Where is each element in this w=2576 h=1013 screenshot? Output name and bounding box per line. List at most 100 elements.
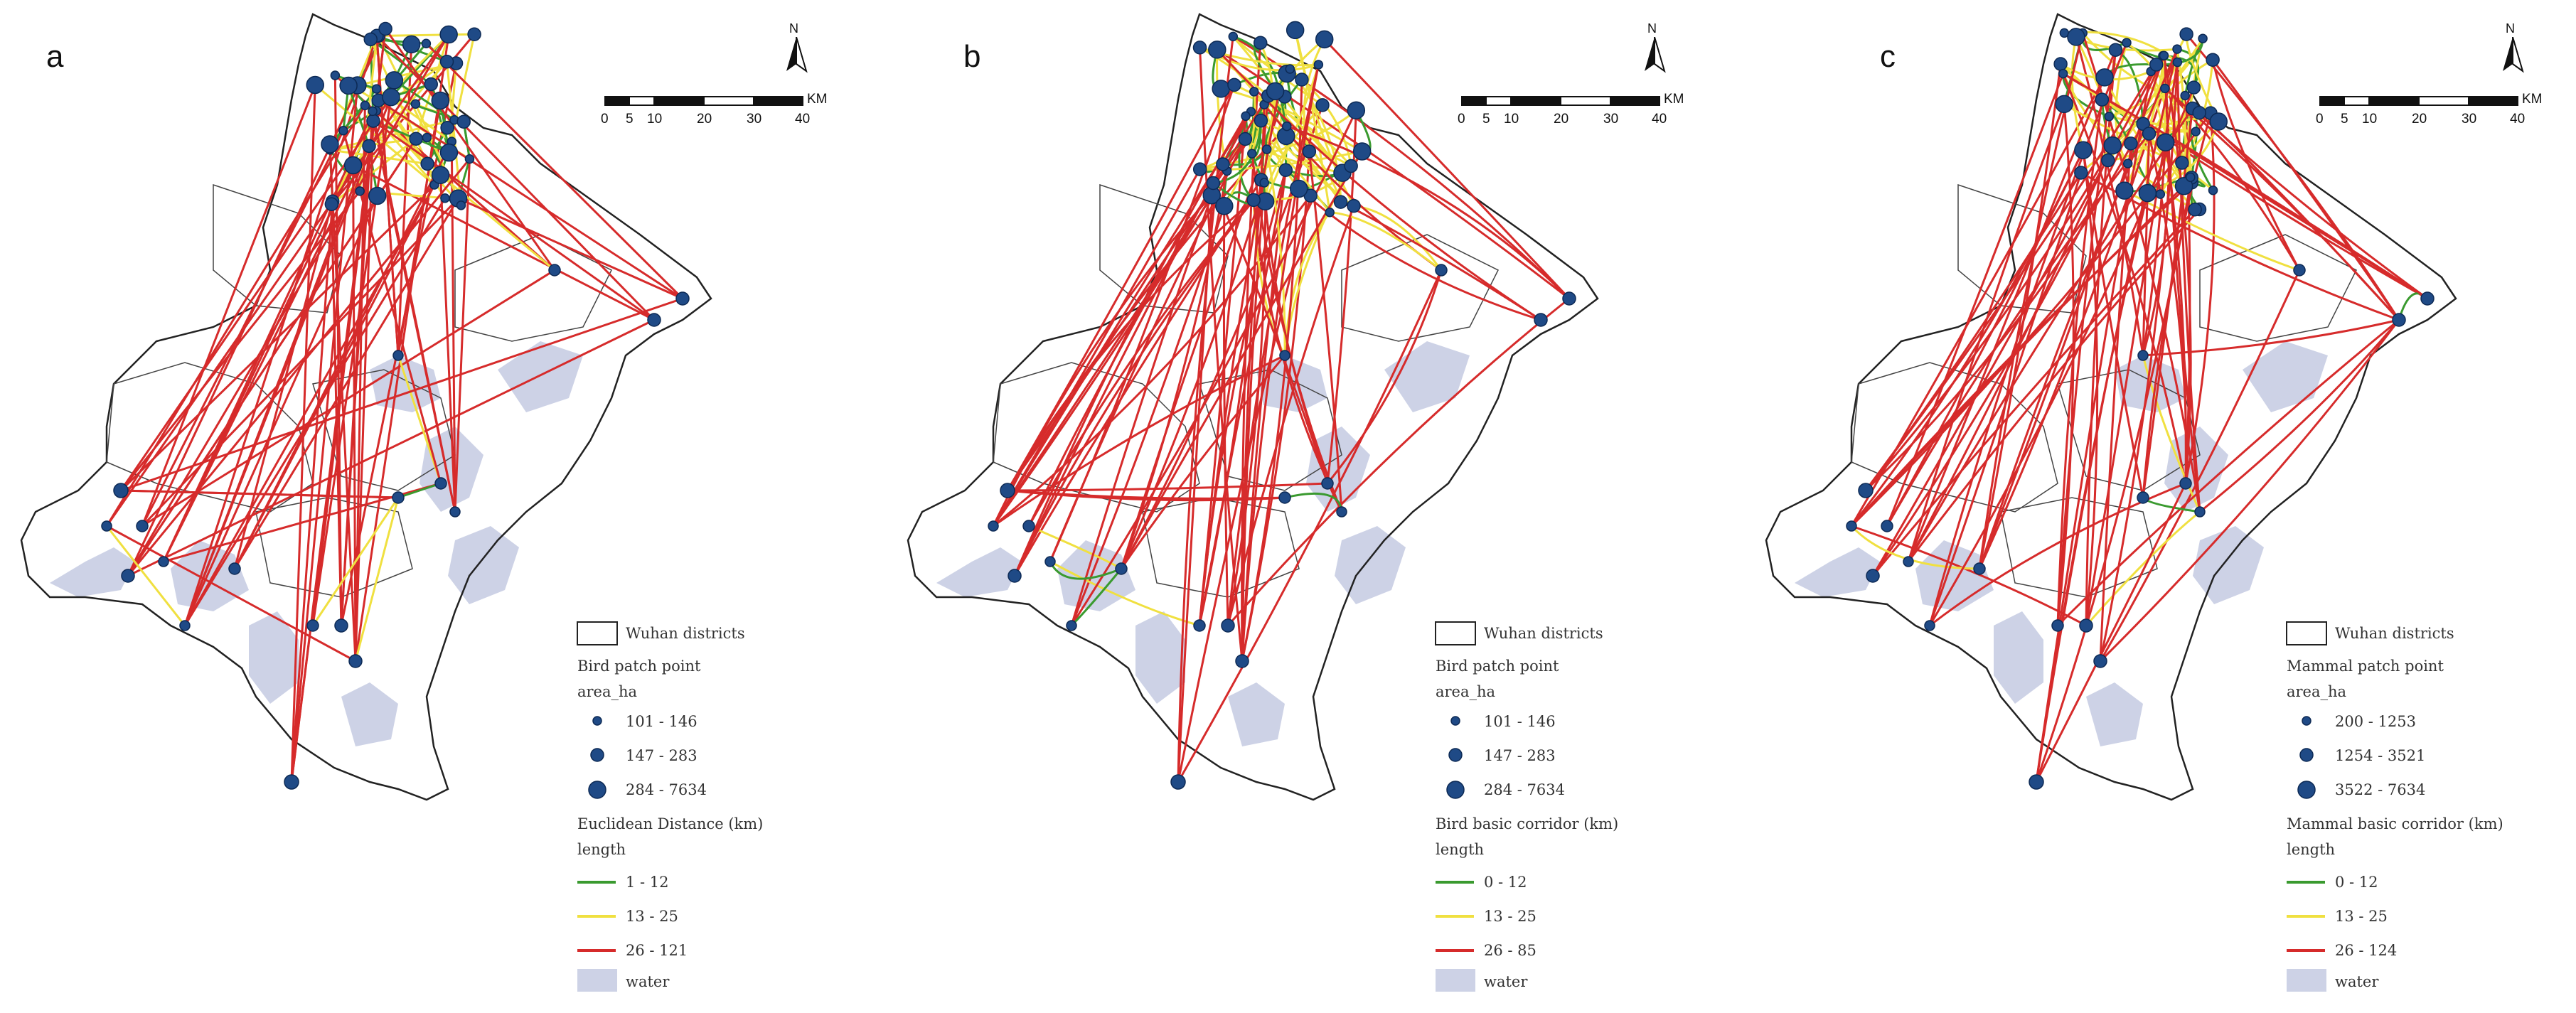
map-canvas-b <box>907 13 1599 801</box>
patch-point <box>1325 208 1335 218</box>
corridor-line <box>1226 64 1320 626</box>
corridor-line <box>992 194 1213 527</box>
patch-point <box>2186 172 2196 183</box>
water-body <box>249 611 299 704</box>
patch-point <box>2137 350 2149 361</box>
corridor-line <box>2199 319 2400 513</box>
patch-point <box>1241 111 1251 122</box>
water-body <box>2193 526 2264 604</box>
corridor-line <box>1198 93 1280 626</box>
patch-point <box>424 77 439 92</box>
patch-point <box>2155 189 2166 199</box>
corridor-line <box>2164 142 2187 484</box>
corridor-line <box>1070 109 1357 626</box>
patch-point <box>2055 95 2073 114</box>
patch-point <box>456 200 466 210</box>
corridor-line <box>1264 201 1343 513</box>
district-boundary <box>2000 497 2158 598</box>
corridor-line <box>1978 55 2165 569</box>
corridor-line <box>354 497 400 662</box>
scale-unit: KM <box>807 92 828 107</box>
legend-node-small <box>2302 716 2312 726</box>
legend-water-label: water <box>2335 973 2379 990</box>
patch-point <box>368 186 387 205</box>
legend-area-class-2: 147 - 283 <box>1484 747 1556 764</box>
corridor-line <box>105 525 186 626</box>
corridor-line <box>1864 144 2114 491</box>
patch-point <box>1215 196 1234 215</box>
corridor-line <box>2070 36 2085 151</box>
patch-point <box>1315 98 1330 112</box>
patch-point <box>2103 136 2122 155</box>
patch-point <box>2192 105 2206 120</box>
legend-district-swatch <box>1435 621 1476 645</box>
legend-water-swatch <box>2287 969 2326 992</box>
patch-point <box>2142 127 2157 141</box>
corridor-line <box>397 482 442 499</box>
patch-point <box>1235 654 1249 668</box>
scale-tick-5: 5 <box>626 112 634 127</box>
patch-point <box>1193 619 1206 632</box>
corridor-line <box>454 159 471 513</box>
corridor-line <box>2099 319 2400 663</box>
corridor-line <box>1199 46 1344 174</box>
map-panel-a: a N 0 5 10 20 30 40 KM Wuhan districts B… <box>0 0 858 1013</box>
corridor-line <box>1886 149 2085 527</box>
patch-point <box>1924 620 1935 631</box>
corridor-line <box>1070 195 1213 626</box>
patch-point <box>467 27 481 42</box>
corridor-line <box>2142 318 2400 357</box>
legend-node-medium <box>1448 748 1463 762</box>
patch-point <box>2067 28 2085 46</box>
patch-point <box>360 100 370 111</box>
patch-point <box>2179 477 2192 490</box>
legend-patch-title: Mammal patch point <box>2287 658 2444 675</box>
corridor-lines <box>105 28 684 783</box>
legend: Wuhan districts Bird patch point area_ha… <box>576 615 846 999</box>
corridor-line <box>1120 151 1363 569</box>
corridor-line <box>371 111 456 513</box>
patch-point <box>1278 163 1293 178</box>
patch-point <box>338 126 348 136</box>
legend-length-class-3: 26 - 85 <box>1484 942 1536 959</box>
legend-node-medium <box>2299 748 2314 762</box>
patch-point <box>1221 618 1235 633</box>
corridor-line <box>1907 49 2117 562</box>
patch-point <box>2198 33 2208 43</box>
corridor-line <box>1013 199 1255 577</box>
district-boundary <box>2199 234 2358 342</box>
legend-node-small <box>1450 716 1460 726</box>
corridor-line <box>1907 208 2201 562</box>
patch-point <box>402 35 421 54</box>
water-body <box>341 682 398 746</box>
patch-point <box>2175 156 2189 170</box>
patch-point <box>2051 619 2064 632</box>
corridor-line <box>378 33 475 37</box>
patch-point <box>378 21 392 36</box>
patch-point <box>392 350 404 361</box>
patch-point <box>101 520 112 532</box>
corridor-line <box>2191 107 2428 300</box>
corridor-line <box>106 525 356 663</box>
patch-point <box>1347 101 1366 120</box>
patch-point <box>1286 21 1305 40</box>
corridor-line <box>311 97 392 626</box>
legend-area-title: area_ha <box>2287 683 2347 700</box>
patch-point <box>1435 264 1448 277</box>
patch-point <box>420 156 434 171</box>
patch-point <box>1903 556 1914 567</box>
patch-point <box>2093 654 2107 668</box>
patch-point <box>431 91 450 110</box>
corridor-line <box>1850 525 1980 570</box>
legend-length-class-1: 0 - 12 <box>1484 874 1527 891</box>
corridor-line <box>119 190 361 491</box>
corridor-line <box>352 164 655 321</box>
water-body <box>1335 526 1406 604</box>
legend-area-class-1: 101 - 146 <box>626 713 698 730</box>
legend-length-class-2: 13 - 25 <box>1484 908 1536 925</box>
wuhan-outline <box>20 13 712 801</box>
legend-districts-label: Wuhan districts <box>1484 625 1603 642</box>
patch-point <box>2179 27 2193 41</box>
corridor-line <box>1886 73 2065 527</box>
corridor-line <box>2075 36 2144 356</box>
